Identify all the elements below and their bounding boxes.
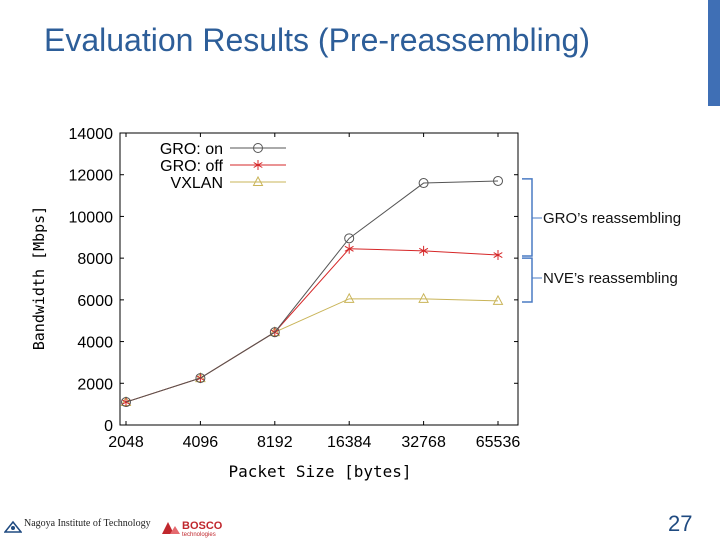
x-axis-label: Packet Size [bytes] [228,462,411,481]
x-tick-label: 65536 [476,434,521,451]
data-point [493,175,503,186]
data-point [344,233,355,244]
data-point [419,245,429,256]
x-tick-label: 4096 [183,434,219,451]
data-point [418,178,429,189]
data-point [121,397,131,408]
x-tick-label: 2048 [108,434,144,451]
x-tick-label: 8192 [257,434,293,451]
footer-institution: Nagoya Institute of Technology [24,518,151,529]
y-tick-label: 14000 [69,126,114,143]
data-point [492,294,504,305]
accent-bar [708,0,720,106]
slide-title: Evaluation Results (Pre-reassembling) [44,22,590,58]
series-line-gro-off [125,248,499,403]
y-tick-label: 10000 [69,209,114,226]
y-tick-label: 2000 [77,376,113,393]
footer-brand: BOSCO [182,520,223,532]
legend-label: GRO: on [160,141,223,158]
data-point [344,243,354,254]
plot-frame [119,132,519,426]
y-tick-label: 0 [104,418,113,435]
y-tick-label: 12000 [69,168,114,185]
bracket-gro [522,178,533,257]
y-axis-label: Bandwidth [Mbps] [30,206,48,351]
data-point [195,373,206,384]
series-line-gro-on [125,180,499,403]
series-line-vxlan [125,298,499,403]
legend-marker [253,143,263,153]
bracket-nve [522,257,533,303]
y-tick-label: 4000 [77,335,113,352]
annotation-nve-reassembling: NVE’s reassembling [543,270,678,287]
y-tick-label: 8000 [77,251,113,268]
data-point [418,292,429,303]
legend-marker [253,160,263,170]
institution-logo-icon [4,520,22,533]
x-tick-label: 32768 [401,434,446,451]
legend-marker [252,175,264,186]
legend-label: VXLAN [171,175,223,192]
data-point [343,292,355,303]
bosco-logo-icon [162,522,180,534]
data-point [493,250,503,261]
data-point [269,327,280,338]
page-number: 27 [668,511,693,536]
y-tick-label: 6000 [77,293,113,310]
x-tick-label: 16384 [327,434,372,451]
footer-brand-sub: technologies [182,532,216,538]
annotation-gro-reassembling: GRO’s reassembling [543,210,682,227]
legend-label: GRO: off [160,158,223,175]
